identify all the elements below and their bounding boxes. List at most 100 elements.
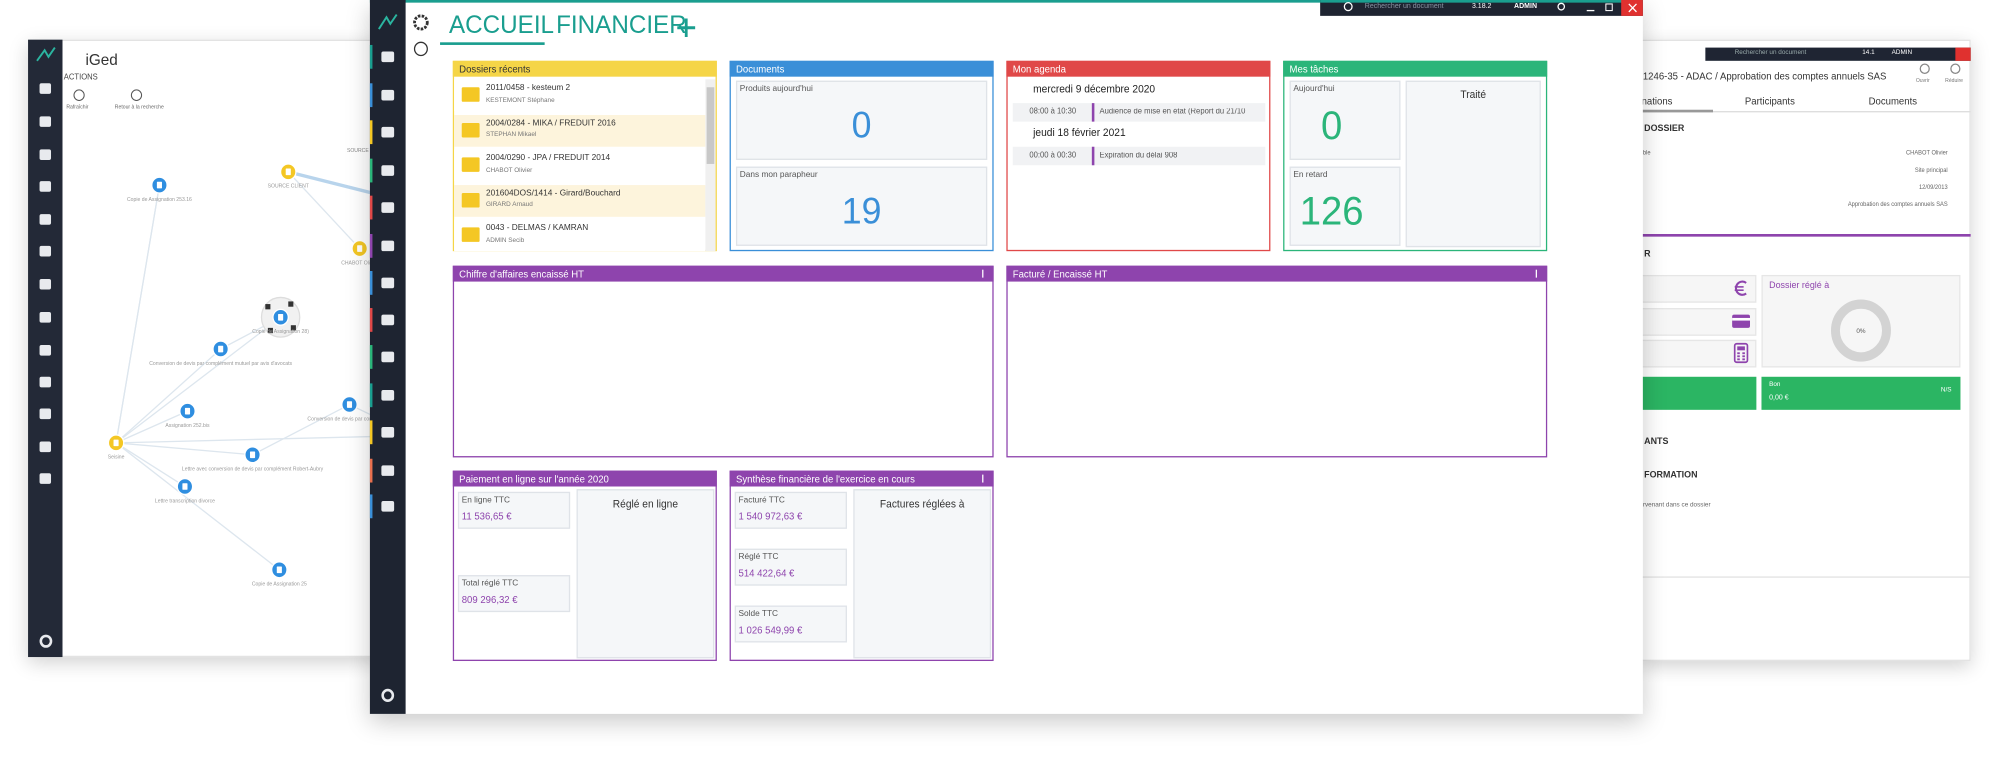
action-label[interactable]: Réduire — [1945, 76, 1964, 84]
dossiers-panel-header — [452, 60, 717, 77]
info-icon[interactable] — [1535, 269, 1542, 278]
dossier-row[interactable] — [454, 219, 706, 252]
close-button[interactable] — [1621, 0, 1643, 16]
right-tab[interactable]: Participants — [1744, 95, 1795, 108]
summary-panel-header — [729, 470, 994, 487]
bottom-rule — [1639, 576, 1971, 578]
panel-title: Mes tâches — [1289, 62, 1339, 75]
dossier-row[interactable] — [454, 149, 706, 182]
main-top-line — [369, 0, 1643, 3]
event-bar — [1091, 146, 1095, 166]
donut-title: Factures réglées à — [879, 498, 965, 511]
event-bar — [1091, 103, 1095, 122]
tab[interactable]: ACCUEIL — [448, 11, 555, 40]
finance-tile — [1639, 308, 1757, 336]
dossier-ref[interactable]: 2004/0290 - JPA / FREDUIT 2014 — [485, 153, 611, 163]
right-title: 1246-35 - ADAC / Approbation des comptes… — [1642, 70, 1887, 82]
amount-label: Réglé TTC — [738, 552, 779, 562]
agenda-event-label[interactable]: Audience de mise en état (Report du 21/1… — [1099, 108, 1246, 117]
right-search: Rechercher un document — [1734, 48, 1807, 57]
settled-title: Dossier réglé à — [1769, 281, 1830, 291]
task-box — [1289, 166, 1401, 246]
scroll-thumb — [706, 87, 715, 164]
revenue-panel-header — [452, 265, 994, 282]
dossier-name: CHABOT Olivier — [485, 166, 533, 175]
right-close — [1955, 47, 1971, 61]
amount-value: 1 026 549,99 € — [738, 623, 803, 636]
agenda-event-label[interactable]: Expiration du délai 908 — [1099, 152, 1178, 160]
dossier-ref[interactable]: 2011/0458 - kesteum 2 — [485, 83, 571, 93]
amount-label: Total réglé TTC — [461, 579, 519, 589]
dossier-label: ble — [1642, 149, 1651, 156]
amount-label: Solde TTC — [738, 609, 779, 619]
donut-box — [853, 489, 992, 659]
note: rvenant dans ce dossier — [1642, 501, 1711, 509]
sidebar-stripe — [369, 120, 373, 145]
agenda-event — [1012, 146, 1266, 166]
balance-tile — [1761, 376, 1961, 410]
right-tab[interactable]: nations — [1641, 95, 1673, 108]
panel-title: Paiement en ligne sur l'année 2020 — [459, 472, 609, 485]
billing-panel — [1006, 265, 1548, 458]
task-count: 126 — [1299, 190, 1364, 234]
sidebar-stripe — [369, 233, 373, 258]
sidebar-stripe — [369, 383, 373, 408]
dossier-ref[interactable]: 0043 - DELMAS / KAMRAN — [485, 223, 589, 234]
top-version: 3.18.2 — [1471, 2, 1492, 11]
sidebar-stripe — [369, 494, 373, 519]
info-icon[interactable] — [982, 474, 988, 483]
document-count: 0 — [851, 104, 872, 146]
tab[interactable]: FINANCIER — [556, 11, 687, 40]
dossier-row[interactable] — [454, 79, 706, 112]
sidebar-stripe — [369, 83, 373, 108]
button-label[interactable]: Retour à la recherche — [114, 103, 164, 110]
folder-icon — [461, 122, 480, 137]
tasks-panel-header — [1283, 60, 1548, 77]
done-title: Traité — [1460, 88, 1487, 101]
main-sidebar — [369, 0, 406, 714]
dossier-value: Site principal — [1914, 166, 1948, 174]
panel-title: Mon agenda — [1012, 62, 1066, 75]
folder-icon — [461, 227, 480, 243]
amount-label: Facturé TTC — [738, 495, 785, 506]
revenue-panel — [452, 265, 994, 458]
amount-value: 11 536,65 € — [461, 510, 512, 523]
billing-panel-header — [1006, 265, 1548, 282]
dossier-name: ADMIN Secib — [485, 236, 525, 245]
panel-title: Documents — [735, 62, 785, 75]
scrollbar — [705, 79, 716, 252]
right-top-bar — [1705, 47, 1971, 61]
action-label[interactable]: Ouvrir — [1915, 76, 1930, 84]
sidebar-stripe — [369, 458, 373, 483]
left-sidebar — [28, 39, 63, 658]
dossier-ref[interactable]: 2004/0284 - MIKA / FREDUIT 2016 — [485, 118, 616, 128]
dossier-value: CHABOT Olivier — [1906, 149, 1948, 156]
balance-status: N/S — [1940, 386, 1952, 394]
dossier-row[interactable] — [454, 114, 706, 147]
sidebar-stripe — [369, 158, 373, 183]
sidebar-stripe — [369, 308, 373, 332]
section-title: R — [1644, 249, 1651, 260]
tab-active — [1639, 109, 1714, 113]
folder-icon — [461, 87, 480, 102]
dossier-name: STEPHAN Mikael — [485, 131, 537, 139]
action-icon[interactable] — [1950, 63, 1961, 75]
purple-rule — [1639, 233, 1971, 237]
dossier-ref[interactable]: 201604DOS/1414 - Girard/Bouchard — [485, 188, 621, 199]
document-box — [735, 166, 988, 246]
tab-underline — [440, 42, 545, 45]
balance-label: Bon — [1769, 380, 1781, 389]
info-icon[interactable] — [982, 269, 988, 278]
document-box — [735, 80, 988, 160]
panel-title: Synthèse financière de l'exercice en cou… — [735, 472, 915, 485]
action-icon[interactable] — [1919, 63, 1930, 75]
task-label: Aujourd'hui — [1293, 84, 1335, 94]
finance-tile — [1639, 274, 1757, 303]
button-label[interactable]: Rafraîchir — [66, 103, 89, 110]
right-tab[interactable]: Documents — [1868, 95, 1918, 108]
donut-title: Réglé en ligne — [612, 498, 679, 511]
left-section: ACTIONS — [63, 74, 98, 82]
dossier-row[interactable] — [454, 184, 706, 217]
sidebar-stripe — [369, 420, 373, 445]
